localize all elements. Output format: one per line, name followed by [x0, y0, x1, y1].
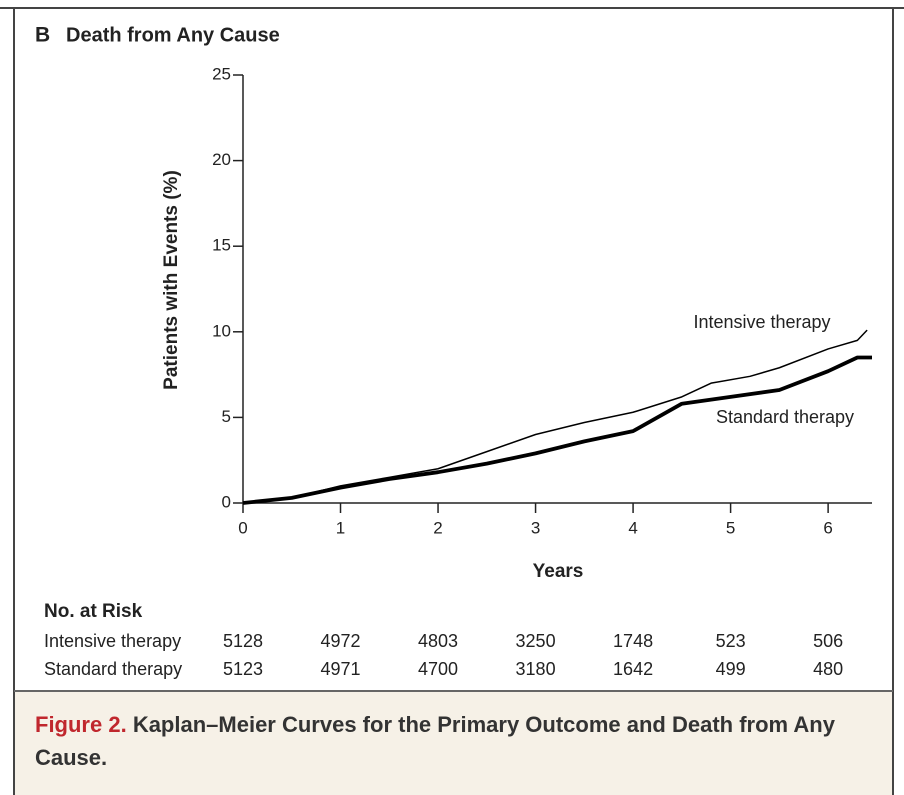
survival-curve: [242, 355, 872, 505]
risk-count: 3250: [516, 631, 556, 651]
risk-count: 3180: [516, 659, 556, 679]
y-tick-label: 5: [222, 407, 231, 426]
risk-count: 4700: [418, 659, 458, 679]
y-tick-label: 10: [212, 321, 231, 340]
caption: Figure 2. Kaplan–Meier Curves for the Pr…: [35, 708, 875, 774]
risk-count: 4971: [320, 659, 360, 679]
risk-count: 1642: [613, 659, 653, 679]
series-label: Intensive therapy: [693, 312, 830, 332]
y-tick-label: 20: [212, 150, 231, 169]
y-tick-label: 15: [212, 236, 231, 255]
x-tick-label: 5: [726, 518, 735, 537]
x-tick-label: 6: [823, 518, 832, 537]
risk-count: 5128: [223, 631, 263, 651]
risk-count: 506: [813, 631, 843, 651]
risk-row-label: Standard therapy: [44, 659, 182, 679]
panel-label: B: [35, 24, 50, 47]
x-tick-label: 1: [336, 518, 345, 537]
risk-count: 523: [716, 631, 746, 651]
caption-text: Kaplan–Meier Curves for the Primary Outc…: [35, 712, 835, 770]
x-tick-label: 2: [433, 518, 442, 537]
y-axis-label: Patients with Events (%): [161, 170, 182, 390]
risk-count: 4803: [418, 631, 458, 651]
series-label: Standard therapy: [716, 407, 854, 427]
x-tick-label: 0: [238, 518, 247, 537]
x-tick-label: 4: [628, 518, 637, 537]
chart-title: Death from Any Cause: [66, 24, 280, 46]
x-tick-label: 3: [531, 518, 540, 537]
risk-count: 4972: [320, 631, 360, 651]
risk-count: 480: [813, 659, 843, 679]
y-tick-label: 25: [212, 64, 231, 83]
caption-label: Figure 2.: [35, 712, 127, 737]
risk-count: 5123: [223, 659, 263, 679]
y-tick-label: 0: [222, 492, 231, 511]
risk-count: 1748: [613, 631, 653, 651]
risk-table-title: No. at Risk: [44, 601, 143, 622]
x-axis-label: Years: [533, 561, 584, 582]
risk-row-label: Intensive therapy: [44, 631, 181, 651]
caption-background: [14, 692, 894, 795]
risk-count: 499: [716, 659, 746, 679]
